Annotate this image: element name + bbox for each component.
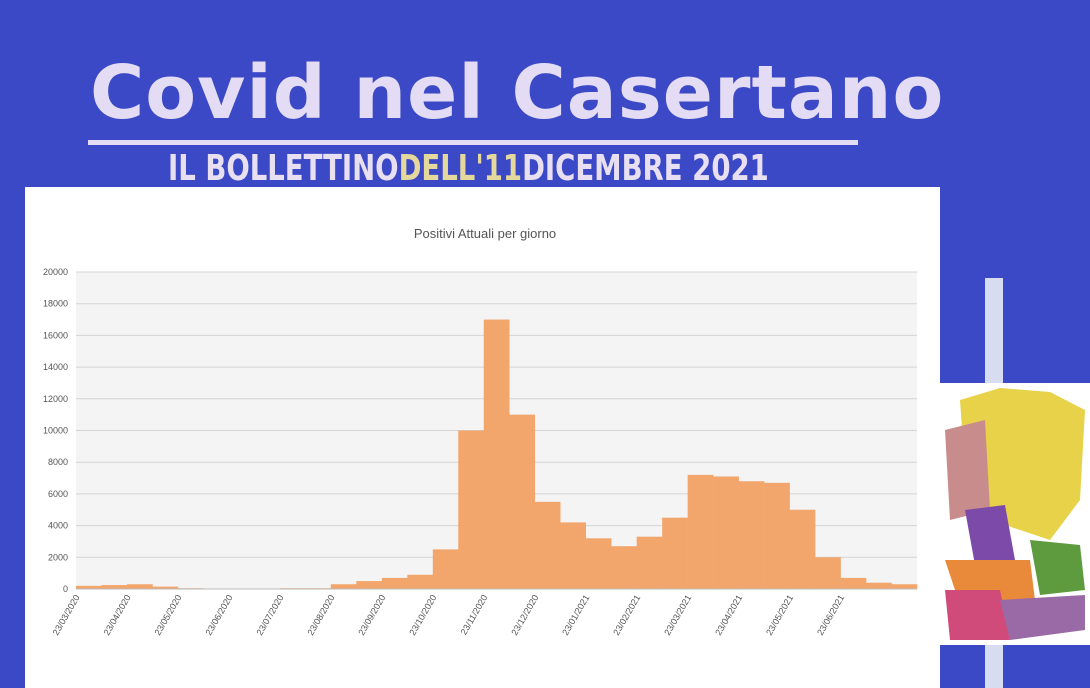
y-tick-label: 8000 (48, 457, 68, 467)
y-tick-label: 6000 (48, 489, 68, 499)
bar (483, 319, 510, 589)
bar (76, 585, 102, 589)
subtitle-part: DICEMBRE (522, 148, 683, 189)
bar (815, 557, 841, 589)
bar (126, 584, 153, 589)
map-decoration (940, 278, 1090, 688)
bar (866, 582, 892, 589)
y-tick-label: 20000 (43, 267, 68, 277)
y-tick-label: 10000 (43, 426, 68, 436)
y-tick-label: 14000 (43, 362, 68, 372)
bar (356, 581, 383, 589)
bar (330, 584, 357, 589)
plot-area: 0 2000 4000 6000 8000 10000 12000 14000 16000 180… (43, 267, 918, 637)
bar (407, 574, 434, 589)
bar (840, 577, 867, 589)
chart-title: Positivi Attuali per giorno (414, 226, 556, 241)
bar (381, 577, 408, 589)
bar (636, 536, 663, 589)
banner-title: Covid nel Casertano (90, 50, 945, 136)
bar (101, 585, 128, 589)
bar (738, 481, 765, 589)
bar (662, 517, 688, 589)
banner-subtitle: IL BOLLETTINODELL'11DICEMBRE 2021 (168, 148, 769, 189)
y-tick-label: 12000 (43, 394, 68, 404)
bar (509, 414, 536, 589)
y-tick-label: 4000 (48, 521, 68, 531)
bar (534, 501, 561, 589)
y-tick-label: 0 (63, 584, 68, 594)
title-underline (88, 140, 858, 145)
bar (713, 476, 739, 589)
bar (687, 474, 714, 589)
bar (560, 522, 586, 589)
subtitle-part: 2021 (692, 148, 769, 189)
bar (611, 546, 637, 589)
subtitle-part: DELL'11 (398, 148, 523, 189)
y-tick-label: 2000 (48, 552, 68, 562)
bar (789, 509, 816, 589)
bar (764, 482, 790, 589)
bar (585, 538, 612, 589)
bar (152, 586, 179, 589)
bar (432, 549, 459, 589)
y-tick-label: 18000 (43, 299, 68, 309)
bar (458, 430, 485, 589)
subtitle-part: IL BOLLETTINO (168, 148, 399, 189)
y-tick-label: 16000 (43, 330, 68, 340)
bar (891, 584, 918, 589)
